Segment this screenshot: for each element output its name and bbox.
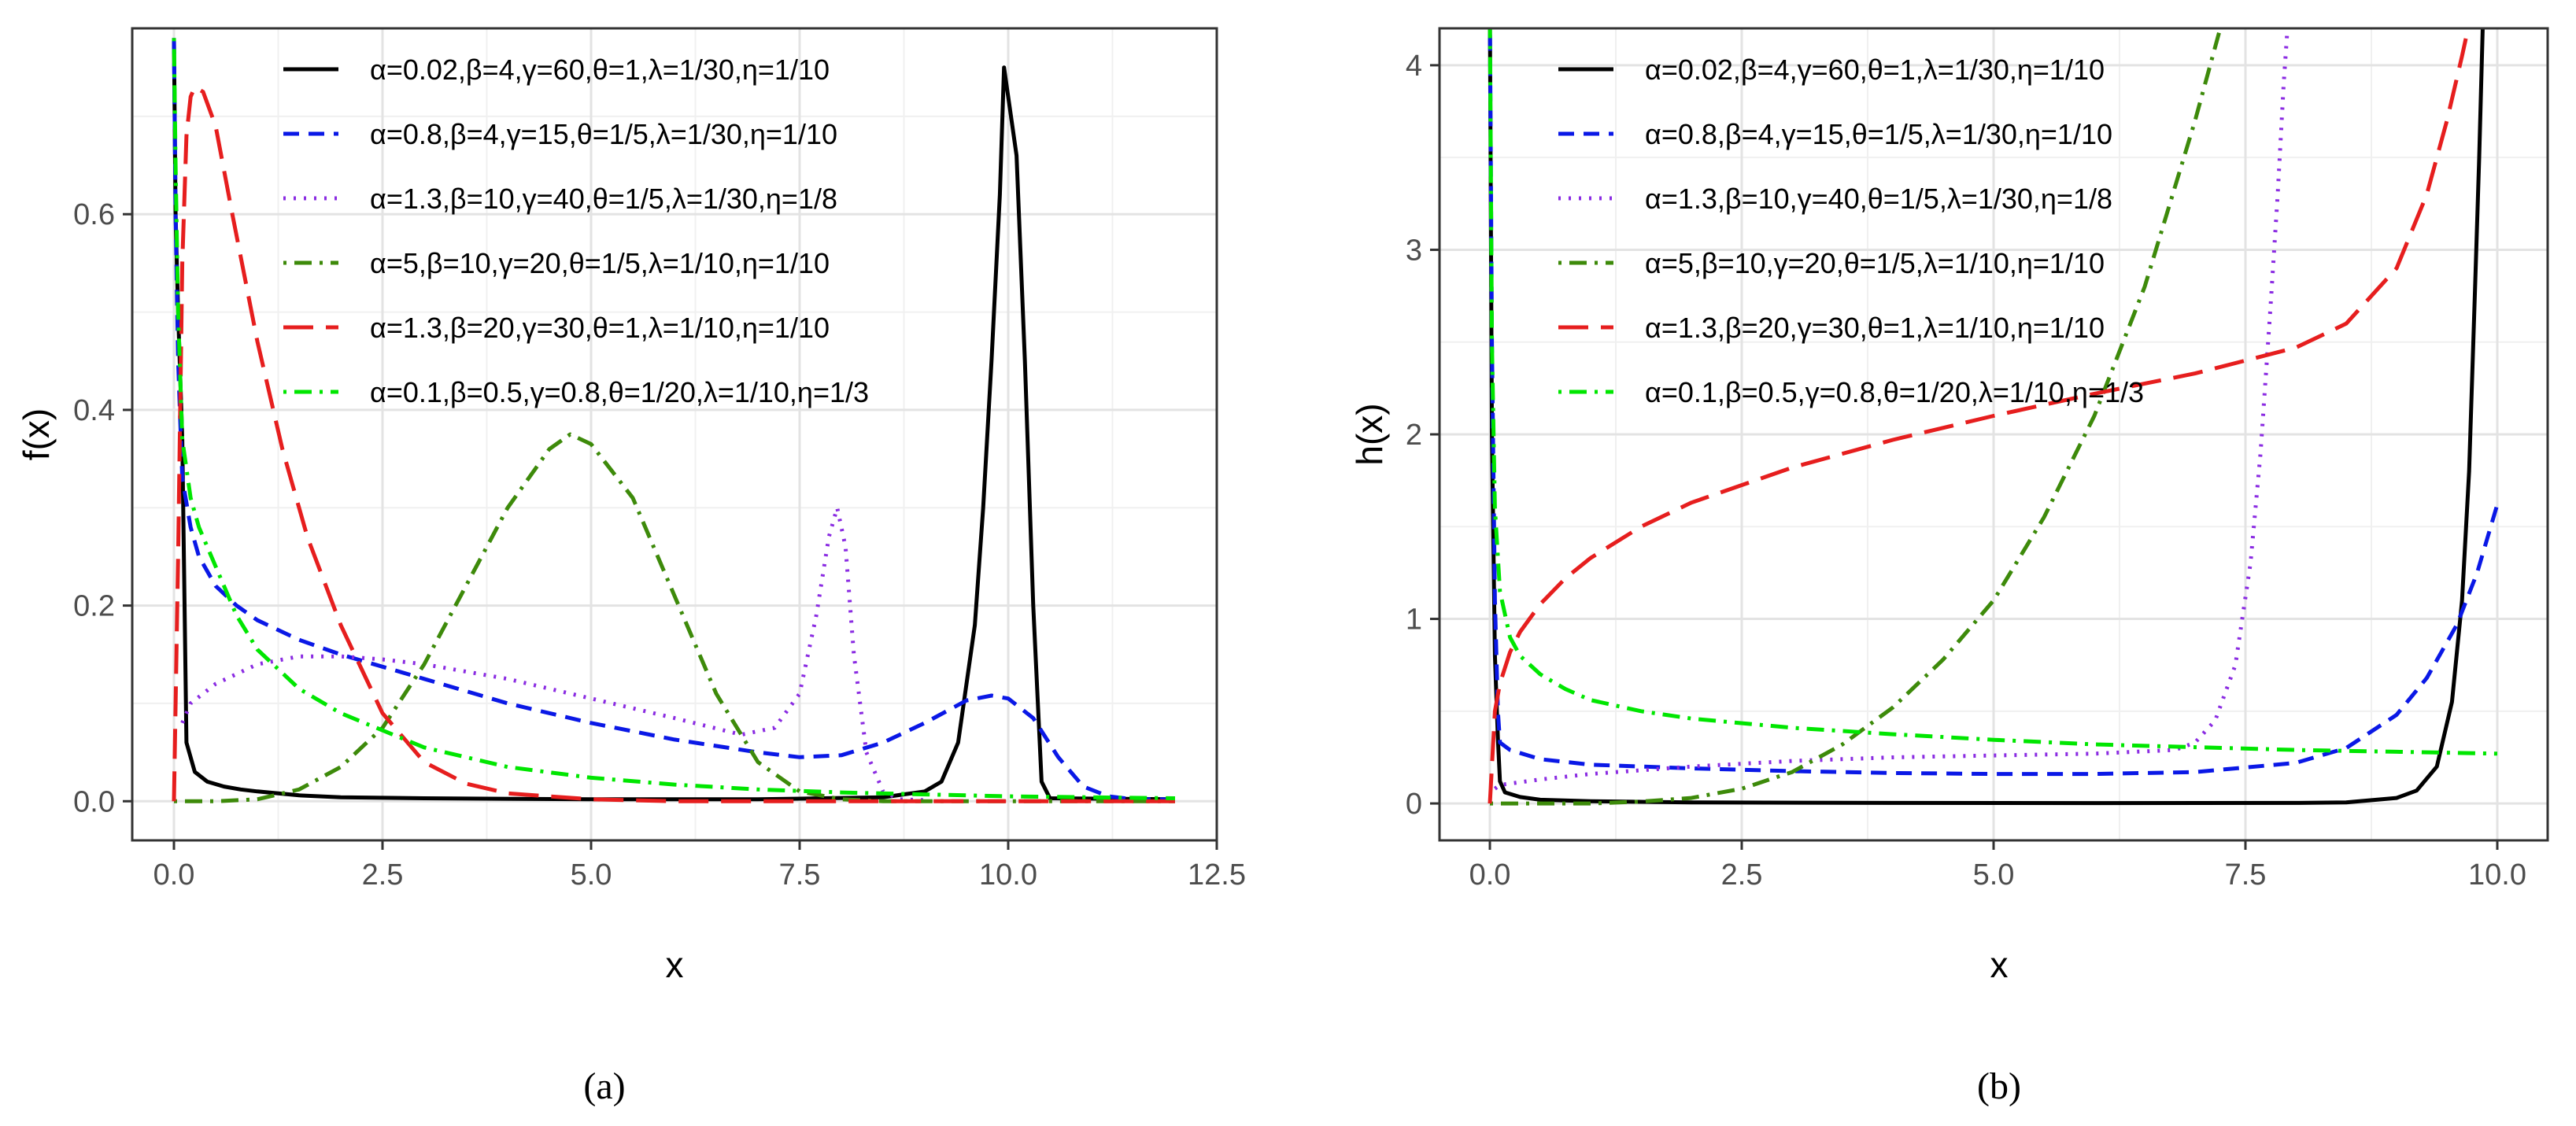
x-tick-label: 5.0 xyxy=(1973,858,2015,892)
x-tick-label: 7.5 xyxy=(779,858,821,892)
panel-b: 0.0 2.5 5.0 7.5 10.0 0 1 2 3 4 x h(x) α=0.02,β=4… xyxy=(1349,27,2549,1107)
y-tick-label: 0.4 xyxy=(73,394,115,427)
legend-label-2: α=1.3,β=10,γ=40,θ=1/5,λ=1/30,η=1/8 xyxy=(370,183,837,215)
series-line-0 xyxy=(172,38,1176,802)
series-line-4 xyxy=(1488,28,2471,804)
x-tick-label: 10.0 xyxy=(2468,858,2526,892)
x-tick-label: 2.5 xyxy=(1721,858,1763,892)
legend-label-2: α=1.3,β=10,γ=40,θ=1/5,λ=1/30,η=1/8 xyxy=(1645,183,2112,215)
series-line-4 xyxy=(172,85,1175,803)
series-line-3 xyxy=(1490,28,2223,806)
panel-a: 0.0 2.5 5.0 7.5 10.0 12.5 0.0 0.2 0.4 0.6 x f(x)… xyxy=(16,27,1246,1107)
legend-label-5: α=0.1,β=0.5,γ=0.8,θ=1/20,λ=1/10,η=1/3 xyxy=(370,376,869,408)
series-line-5 xyxy=(172,38,1176,800)
x-tick-label: 0.0 xyxy=(153,858,195,892)
series-line-1 xyxy=(1488,28,2500,777)
grid xyxy=(1440,28,2548,840)
legend-label-3: α=5,β=10,γ=20,θ=1/5,λ=1/10,η=1/10 xyxy=(1645,247,2105,279)
legend-label-0: α=0.02,β=4,γ=60,θ=1,λ=1/30,η=1/10 xyxy=(1645,54,2105,86)
x-axis: 0.0 2.5 5.0 7.5 10.0 12.5 xyxy=(153,840,1246,892)
y-tick-label: 3 xyxy=(1406,234,1422,267)
y-tick-label: 2 xyxy=(1406,419,1422,452)
legend-label-3: α=5,β=10,γ=20,θ=1/5,λ=1/10,η=1/10 xyxy=(370,247,830,279)
x-tick-label: 7.5 xyxy=(2225,858,2267,892)
y-tick-label: 0.6 xyxy=(73,198,115,231)
panel-caption: (b) xyxy=(1977,1065,2021,1107)
legend-label-1: α=0.8,β=4,γ=15,θ=1/5,λ=1/30,η=1/10 xyxy=(1645,118,2112,150)
legend-label-4: α=1.3,β=20,γ=30,θ=1,λ=1/10,η=1/10 xyxy=(370,312,830,344)
panel-caption: (a) xyxy=(583,1065,625,1107)
x-tick-label: 5.0 xyxy=(571,858,612,892)
x-axis: 0.0 2.5 5.0 7.5 10.0 xyxy=(1469,840,2526,892)
y-axis-title: h(x) xyxy=(1349,403,1390,465)
series-line-3 xyxy=(174,432,1175,803)
x-tick-label: 12.5 xyxy=(1188,858,1246,892)
plot-border xyxy=(131,27,1218,842)
legend-label-1: α=0.8,β=4,γ=15,θ=1/5,λ=1/30,η=1/10 xyxy=(370,118,837,150)
x-axis-title: x xyxy=(666,944,684,985)
y-tick-label: 1 xyxy=(1406,604,1422,637)
y-tick-label: 0.2 xyxy=(73,590,115,623)
series-line-0 xyxy=(1488,28,2485,806)
legend-label-5: α=0.1,β=0.5,γ=0.8,θ=1/20,λ=1/10,η=1/3 xyxy=(1645,376,2144,408)
y-axis-title: f(x) xyxy=(16,408,57,460)
legend: α=0.02,β=4,γ=60,θ=1,λ=1/30,η=1/10 α=0.8,β… xyxy=(1558,54,2144,408)
y-tick-label: 0 xyxy=(1406,788,1422,821)
x-tick-label: 2.5 xyxy=(362,858,404,892)
y-axis: 0 1 2 3 4 xyxy=(1406,50,1440,821)
x-axis-title: x xyxy=(1990,944,2009,985)
x-tick-label: 0.0 xyxy=(1469,858,1511,892)
series-group xyxy=(1488,28,2500,806)
series-line-1 xyxy=(172,38,1175,802)
series-line-5 xyxy=(1488,28,2498,756)
legend: α=0.02,β=4,γ=60,θ=1,λ=1/30,η=1/10 α=0.8,β… xyxy=(283,54,869,408)
legend-label-4: α=1.3,β=20,γ=30,θ=1,λ=1/10,η=1/10 xyxy=(1645,312,2105,344)
legend-label-0: α=0.02,β=4,γ=60,θ=1,λ=1/30,η=1/10 xyxy=(370,54,830,86)
y-axis: 0.0 0.2 0.4 0.6 xyxy=(73,198,132,818)
y-tick-label: 0.0 xyxy=(73,785,115,818)
y-tick-label: 4 xyxy=(1406,50,1422,83)
series-group xyxy=(172,38,1176,803)
x-tick-label: 10.0 xyxy=(979,858,1037,892)
